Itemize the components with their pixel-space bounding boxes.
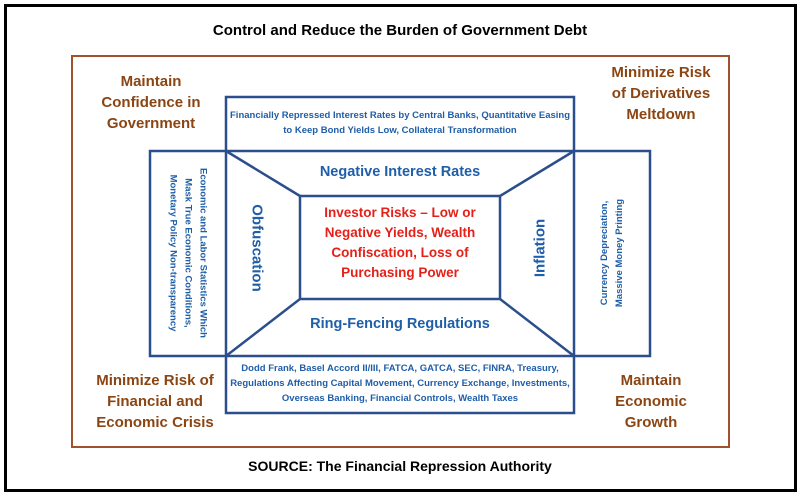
corner-top-left: Maintain Confidence in Government bbox=[101, 73, 201, 132]
diagram-title: Control and Reduce the Burden of Governm… bbox=[212, 22, 588, 39]
corner-top-right: Minimize Risk of Derivatives Meltdown bbox=[611, 64, 711, 123]
diagonal-top-left bbox=[225, 149, 301, 198]
bottom-box-frame bbox=[224, 354, 576, 415]
inflation-label: Inflation bbox=[531, 218, 549, 278]
right-box-text: Currency Depreciation, Massive Money Pri… bbox=[599, 198, 625, 308]
goals-frame bbox=[71, 55, 730, 448]
negative-interest-rates-label: Negative Interest Rates bbox=[319, 164, 481, 180]
left-box-text: Economic and Labor Statistics Which Mask… bbox=[167, 168, 209, 338]
ring-fencing-regulations-label: Ring-Fencing Regulations bbox=[310, 316, 490, 332]
corner-bottom-left: Minimize Risk of Financial and Economic … bbox=[96, 372, 214, 431]
source-caption: SOURCE: The Financial Repression Authori… bbox=[248, 458, 552, 474]
diagonal-bottom-right bbox=[499, 298, 575, 357]
obfuscation-label: Obfuscation bbox=[248, 204, 266, 292]
diagonal-bottom-left bbox=[225, 298, 301, 357]
investor-risks-text: Investor Risks – Low or Negative Yields,… bbox=[324, 205, 476, 280]
corner-bottom-right: Maintain Economic Growth bbox=[615, 372, 687, 431]
center-box-frame bbox=[298, 194, 502, 301]
outer-frame bbox=[4, 4, 797, 492]
left-box-frame bbox=[148, 149, 228, 358]
diagonal-top-right bbox=[499, 149, 575, 198]
top-box-text: Financially Repressed Interest Rates by … bbox=[230, 110, 571, 136]
top-box-frame bbox=[224, 95, 576, 153]
bottom-box-text: Dodd Frank, Basel Accord II/III, FATCA, … bbox=[230, 363, 570, 404]
right-box-frame bbox=[572, 149, 652, 358]
